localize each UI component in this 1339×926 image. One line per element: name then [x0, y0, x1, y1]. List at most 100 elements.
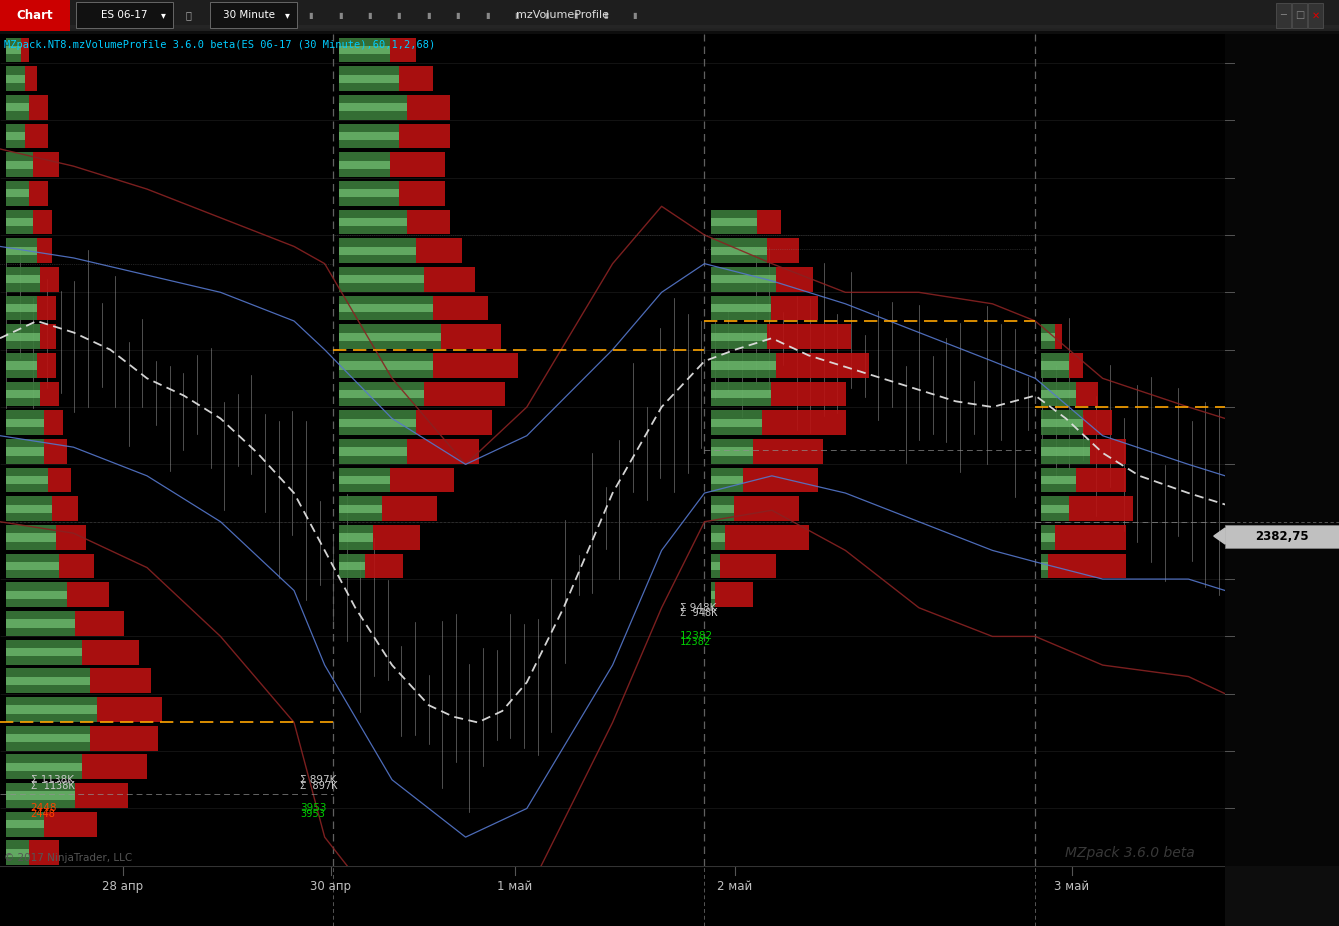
Bar [7, 468, 48, 493]
Text: Σ 897K: Σ 897K [300, 775, 336, 785]
Text: Chart: Chart [16, 8, 54, 22]
Bar [771, 382, 846, 407]
Bar [7, 726, 90, 751]
Bar [339, 562, 364, 570]
Bar [0, 26, 1339, 30]
Bar [40, 324, 55, 349]
Bar [7, 131, 25, 140]
Bar [7, 792, 75, 800]
Text: 2382,75: 2382,75 [1255, 530, 1310, 543]
Bar [711, 382, 771, 407]
Bar [29, 95, 48, 119]
Bar [1042, 382, 1077, 407]
Bar [1070, 496, 1133, 521]
Bar [777, 353, 869, 378]
Bar [753, 439, 822, 464]
Bar [7, 238, 36, 263]
Bar [415, 238, 462, 263]
Bar [44, 812, 98, 836]
Bar [339, 295, 432, 320]
Bar [339, 189, 399, 197]
Bar [7, 533, 55, 542]
Bar [711, 246, 767, 255]
Bar [25, 123, 48, 148]
Bar [29, 181, 48, 206]
Bar [1042, 468, 1077, 493]
Bar [7, 496, 52, 521]
Bar [40, 267, 59, 292]
Bar [7, 640, 82, 665]
Bar [7, 246, 36, 255]
Bar [7, 648, 82, 657]
Bar [7, 275, 40, 283]
Bar [7, 706, 98, 714]
Text: ▮: ▮ [514, 11, 520, 19]
Bar [29, 841, 59, 865]
Bar [390, 38, 415, 62]
Bar [7, 849, 29, 857]
Text: mzVolumeProfile: mzVolumeProfile [516, 10, 609, 20]
Bar [339, 419, 415, 427]
Bar [711, 353, 777, 378]
Bar [711, 554, 720, 579]
Bar [7, 304, 36, 312]
Bar [7, 218, 32, 226]
Text: ▮: ▮ [573, 11, 578, 19]
Bar [339, 238, 415, 263]
Bar [339, 505, 382, 513]
Text: ▮: ▮ [337, 11, 343, 19]
Bar [743, 468, 818, 493]
Bar [48, 468, 71, 493]
Bar [339, 103, 407, 111]
Bar [339, 218, 407, 226]
Bar [7, 447, 44, 456]
Bar [339, 275, 424, 283]
Bar [711, 410, 762, 435]
Bar [1077, 382, 1098, 407]
Bar [777, 267, 813, 292]
Bar [0, 25, 1339, 28]
Bar [7, 390, 40, 398]
Bar [399, 181, 446, 206]
Text: Σ 948K: Σ 948K [680, 603, 716, 613]
Bar [82, 755, 147, 779]
Bar [1042, 505, 1070, 513]
Bar [1042, 390, 1077, 398]
Bar [382, 496, 437, 521]
Text: 2448: 2448 [31, 809, 56, 820]
Text: ▮: ▮ [544, 11, 549, 19]
Bar [339, 152, 390, 177]
Bar [339, 332, 441, 341]
Text: 2 май: 2 май [718, 881, 753, 894]
Bar [36, 238, 52, 263]
Bar [55, 525, 86, 550]
Bar [339, 390, 424, 398]
Bar [711, 562, 720, 570]
Bar [339, 74, 399, 82]
Bar [1042, 419, 1083, 427]
Text: Σ 1138K: Σ 1138K [31, 775, 74, 785]
Bar [339, 209, 407, 234]
Text: ▮: ▮ [367, 11, 372, 19]
Bar [1042, 332, 1055, 341]
Bar [339, 447, 407, 456]
Bar [7, 439, 44, 464]
Bar [59, 554, 94, 579]
Text: Σ 948K: Σ 948K [680, 608, 718, 619]
Bar [7, 95, 29, 119]
Bar [0, 27, 1339, 30]
Bar [7, 324, 40, 349]
Bar [415, 410, 493, 435]
Bar [21, 38, 29, 62]
Bar [1292, 3, 1307, 28]
Text: ▾: ▾ [161, 10, 166, 20]
Text: 3953: 3953 [300, 809, 325, 820]
Bar [7, 209, 32, 234]
Bar [44, 439, 67, 464]
Bar [407, 439, 479, 464]
Bar [767, 238, 799, 263]
Bar [1042, 496, 1070, 521]
Text: 30 апр: 30 апр [311, 881, 351, 894]
Bar [1048, 554, 1126, 579]
Text: 🔍: 🔍 [186, 10, 191, 20]
